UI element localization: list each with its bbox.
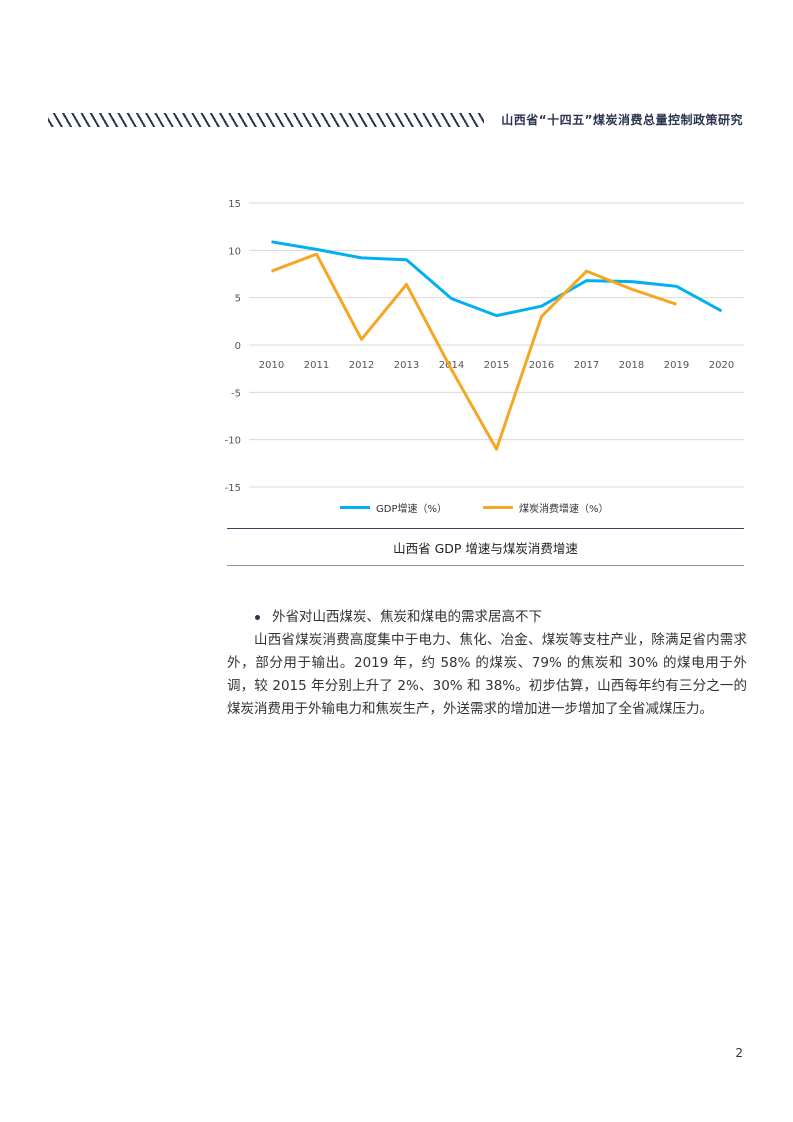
x-tick-label: 2013 [394,360,419,371]
x-tick-label: 2017 [574,360,599,371]
y-tick-label: 0 [235,341,241,352]
line-chart: 15 10 5 0 -5 -10 -15 2010 2011 2012 2013 2014 2015 20… [200,190,760,520]
y-tick-label: -15 [225,483,241,494]
series-line-1 [270,252,677,451]
page-number: 2 [735,1046,743,1060]
legend-item-coal: 煤炭消费增速（%） [482,500,609,515]
x-tick-label: 2019 [664,360,689,371]
bullet-dot-icon [255,614,260,620]
x-tick-label: 2018 [619,360,644,371]
header-title: 山西省“十四五”煤炭消费总量控制政策研究 [501,113,743,127]
legend-label-gdp: GDP增速（%） [376,504,447,515]
y-tick-label: 10 [228,246,241,257]
legend-swatch-coal [482,506,513,509]
chart-legend: GDP增速（%） 煤炭消费增速（%） [340,500,609,515]
x-tick-label: 2015 [484,360,509,371]
figure-caption: 山西省 GDP 增速与煤炭消费增速 [227,528,744,566]
legend-label-coal: 煤炭消费增速（%） [518,504,609,515]
body-paragraph: 山西省煤炭消费高度集中于电力、焦化、冶金、煤炭等支柱产业，除满足省内需求外，部分… [227,632,747,717]
x-tick-label: 2020 [709,360,734,371]
x-tick-label: 2016 [529,360,554,371]
y-tick-label: 15 [228,199,241,210]
legend-item-gdp: GDP增速（%） [340,500,447,515]
chart-canvas: 15 10 5 0 -5 -10 -15 2010 2011 2012 2013 2014 2015 20… [225,199,744,494]
figure-caption-text: 山西省 GDP 增速与煤炭消费增速 [393,540,578,556]
y-tick-label: -5 [231,388,241,399]
header-hatch-decoration [48,113,484,127]
x-tick-label: 2012 [349,360,374,371]
y-tick-label: 5 [235,294,241,305]
bullet-text: 外省对山西煤炭、焦炭和煤电的需求居高不下 [272,609,542,625]
legend-swatch-gdp [340,506,370,509]
series-line-0 [271,240,723,318]
x-tick-label: 2010 [259,360,284,371]
y-tick-label: -10 [225,436,241,447]
bullet-point: 外省对山西煤炭、焦炭和煤电的需求居高不下 [255,605,542,625]
x-tick-label: 2014 [439,360,464,371]
x-tick-label: 2011 [304,360,329,371]
